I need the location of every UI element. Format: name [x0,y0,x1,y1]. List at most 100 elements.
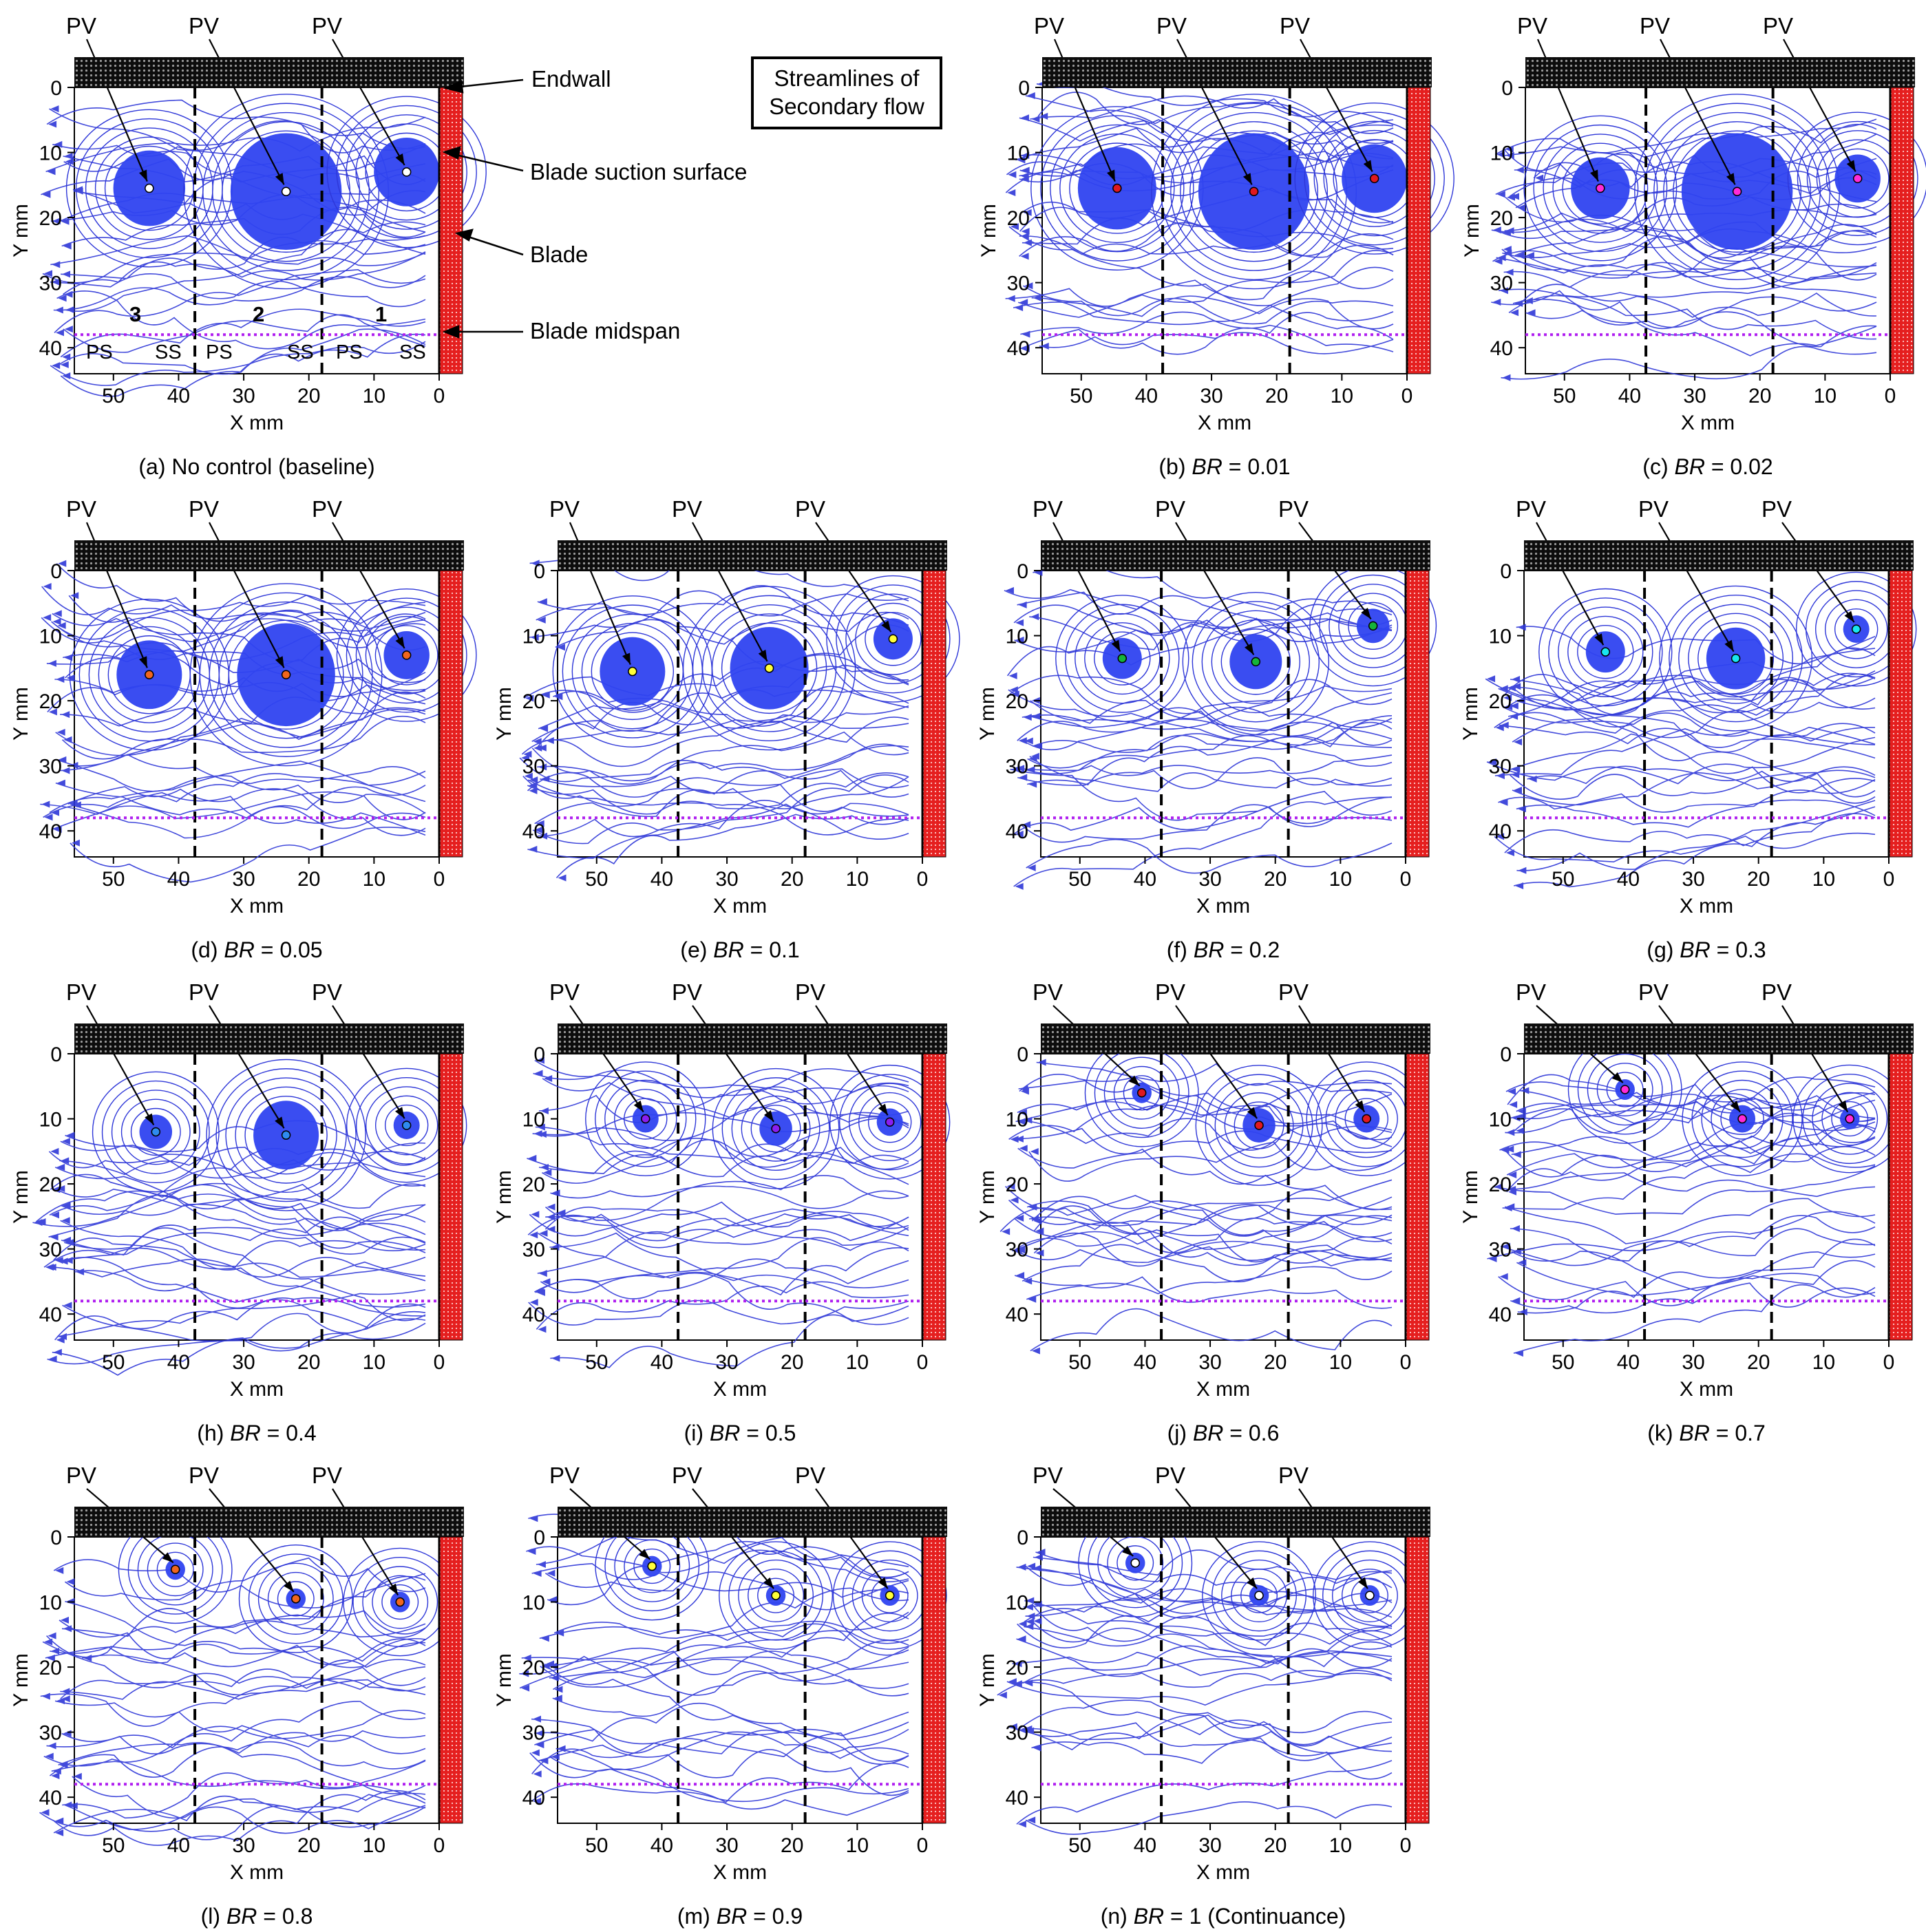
y-tick-label: 30 [1489,1239,1512,1262]
streamline [52,120,426,157]
streamline-arrow [1026,1597,1035,1604]
streamline-arrow [66,1578,75,1586]
streamline [53,1795,426,1834]
streamline [1506,1140,1876,1193]
vortex-ring [120,1098,191,1165]
streamline [1019,152,1394,180]
streamlines [527,1057,909,1368]
pv-arrow-head [275,656,284,668]
streamline-arrow [1500,721,1509,729]
streamline-arrow [1512,675,1521,683]
vortex-ring [381,1584,419,1620]
streamline-arrow [62,353,71,361]
blade-strip [1405,1536,1430,1824]
vortex-ring [1240,1578,1278,1613]
vortex-ring [1294,102,1454,255]
vortex-ring [1720,1098,1764,1140]
streamline [535,1258,909,1299]
vortex-2 [206,1059,366,1211]
pv-arrow [1298,1005,1366,1113]
vortex-3 [1306,1061,1427,1176]
endwall-band [1041,1023,1430,1054]
streamline-arrow [1503,694,1512,701]
vortex-ring [1834,608,1879,650]
vortex-ring [1552,142,1649,234]
vortex-1 [585,1061,706,1176]
vortex-3 [326,96,487,248]
streamline-arrow [1512,683,1521,690]
pv-arrow-head [1846,160,1856,172]
surface-label-ss-2: SS [287,341,314,363]
streamline-arrow [525,694,534,702]
streamline-arrow [1507,1087,1516,1095]
endwall-band [74,1023,464,1054]
y-tick-label: 20 [1490,207,1513,230]
y-tick-label: 10 [39,1592,62,1615]
streamline [1494,832,1876,863]
streamline [1511,1123,1876,1162]
y-tick-label: 40 [1007,337,1030,360]
streamline-arrow [1506,1129,1515,1136]
x-axis-label: X mm [713,1378,767,1401]
vortex-ring [1543,134,1658,243]
streamline [538,1744,909,1796]
vortex-center-marker [885,1117,895,1127]
streamline [42,1641,426,1690]
endwall-band [558,1023,947,1054]
y-tick-label: 20 [39,1657,62,1679]
vortex-center-marker [1249,187,1259,197]
x-tick-label: 50 [585,868,608,891]
streamline-arrow [1492,299,1501,306]
streamline [1031,266,1394,326]
streamline-arrow [520,1670,529,1677]
blade-label: Blade [530,242,588,267]
streamline [82,1654,426,1696]
streamline [60,1220,426,1308]
x-tick-label: 10 [1329,1351,1352,1374]
x-tick-label: 30 [232,385,255,407]
streamline-arrow [1019,1726,1028,1734]
streamline [1016,1760,1393,1825]
streamline-arrow [1013,1660,1022,1668]
x-tick-label: 10 [363,1351,385,1374]
pv-label: PV [1155,496,1185,522]
pv-arrow-head [1357,1577,1368,1589]
x-tick-label: 0 [917,1351,929,1374]
streamline [1510,672,1876,716]
vortex-ring [712,1068,840,1189]
pv-label: PV [1280,13,1310,39]
vortex-ring [202,112,370,271]
panel-caption: (d) BR = 0.05 [191,937,322,962]
caption-prefix: (m) [677,1904,717,1929]
streamline-arrow [1502,1242,1511,1250]
streamline-arrow [45,1264,54,1271]
streamline-arrow [37,1218,46,1225]
streamline-arrow [1013,1247,1022,1255]
streamline [1030,685,1393,727]
streamline-arrow [544,1075,553,1083]
streamline [1523,284,1877,318]
streamline [1019,233,1394,257]
streamline-arrow [1512,1114,1521,1122]
streamline-arrow [63,1801,72,1809]
streamline-arrow [1019,774,1028,781]
streamline [48,1194,426,1238]
x-tick-label: 40 [650,1834,673,1857]
streamline [538,1094,909,1132]
streamline-arrow [1026,1613,1035,1620]
x-tick-label: 20 [1265,385,1288,407]
vortex-ring [1075,613,1170,704]
streamline [533,1702,909,1742]
streamline [1006,124,1394,192]
streamline [537,800,909,840]
streamline-arrow [538,744,547,752]
pv-arrow-head [275,173,284,185]
streamline-arrow [61,1157,70,1165]
endwall-band [558,1507,947,1537]
pv-arrow [1781,1005,1849,1113]
streamline [53,275,426,311]
streamline [45,116,426,173]
x-tick-label: 30 [1198,1351,1221,1374]
streamline-arrow [44,270,53,277]
streamline-arrow [1501,1146,1510,1154]
